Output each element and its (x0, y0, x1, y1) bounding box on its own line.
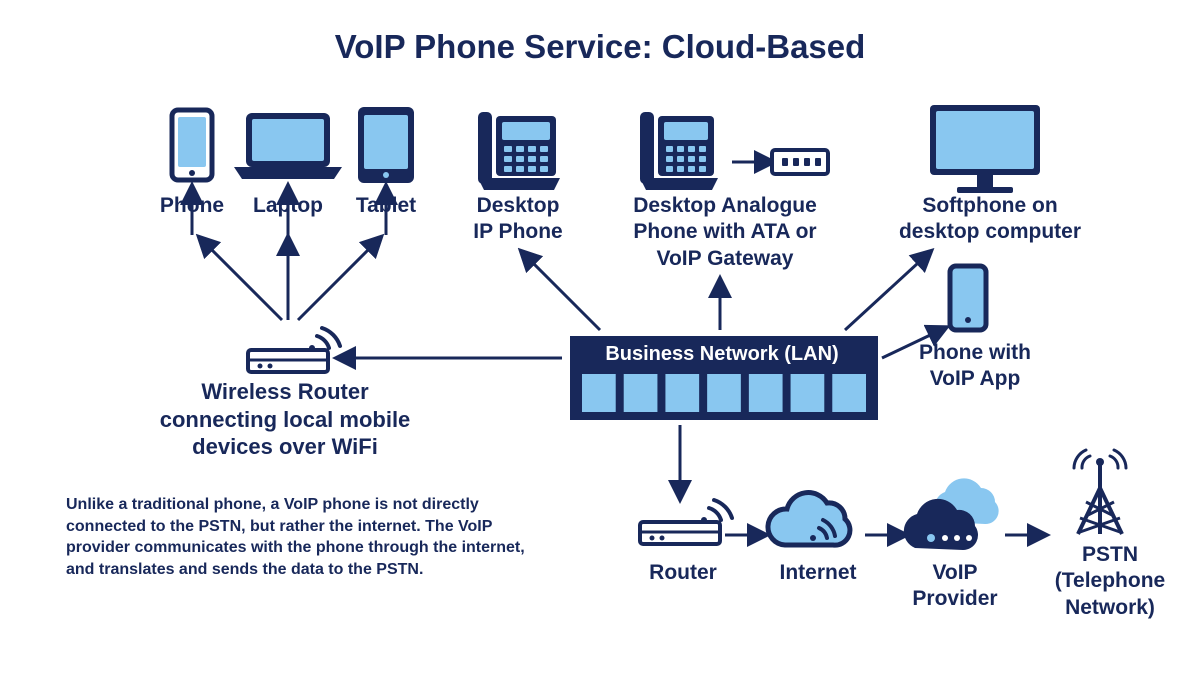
label-wirelessRouter: Wireless Routerconnecting local mobilede… (120, 378, 450, 461)
arrow-5 (298, 238, 380, 320)
pstn-tower-icon (1074, 450, 1126, 534)
lan-slot (791, 374, 825, 412)
arrow-3 (200, 238, 282, 320)
label-router: Router (628, 560, 738, 586)
wireless-router-icon (248, 328, 340, 372)
lan-slot (624, 374, 658, 412)
laptop-icon (234, 113, 342, 179)
ata-box-icon (772, 150, 828, 174)
label-lan: Business Network (LAN) (572, 342, 872, 367)
label-laptop: Laptop (238, 193, 338, 219)
tablet-icon (358, 107, 414, 183)
label-analogue: Desktop AnaloguePhone with ATA orVoIP Ga… (610, 193, 840, 272)
diagram-canvas: VoIP Phone Service: Cloud-Based PhoneLap… (0, 0, 1200, 675)
label-desktopIp: DesktopIP Phone (448, 193, 588, 246)
label-tablet: Tablet (336, 193, 436, 219)
ip-phone-icon (478, 112, 560, 190)
internet-cloud-icon (768, 493, 850, 546)
arrow-7 (522, 252, 600, 330)
label-softphone: Softphone ondesktop computer (870, 193, 1110, 246)
explanatory-text: Unlike a traditional phone, a VoIP phone… (66, 494, 546, 580)
label-phoneVoip: Phone withVoIP App (895, 340, 1055, 393)
voip-app-phone-icon (950, 266, 986, 330)
lan-slot (707, 374, 741, 412)
arrow-9 (845, 252, 930, 330)
lan-slot (665, 374, 699, 412)
label-internet: Internet (758, 560, 878, 586)
lan-slot (749, 374, 783, 412)
voip-provider-icon (904, 478, 999, 550)
lan-slot (832, 374, 866, 412)
label-pstn: PSTN(TelephoneNetwork) (1035, 542, 1185, 621)
label-phone: Phone (142, 193, 242, 219)
lan-slot (582, 374, 616, 412)
label-voipProv: VoIPProvider (895, 560, 1015, 613)
analogue-phone-icon (640, 112, 718, 190)
monitor-icon (930, 105, 1040, 193)
router-icon (640, 500, 732, 544)
phone-icon (172, 110, 212, 180)
